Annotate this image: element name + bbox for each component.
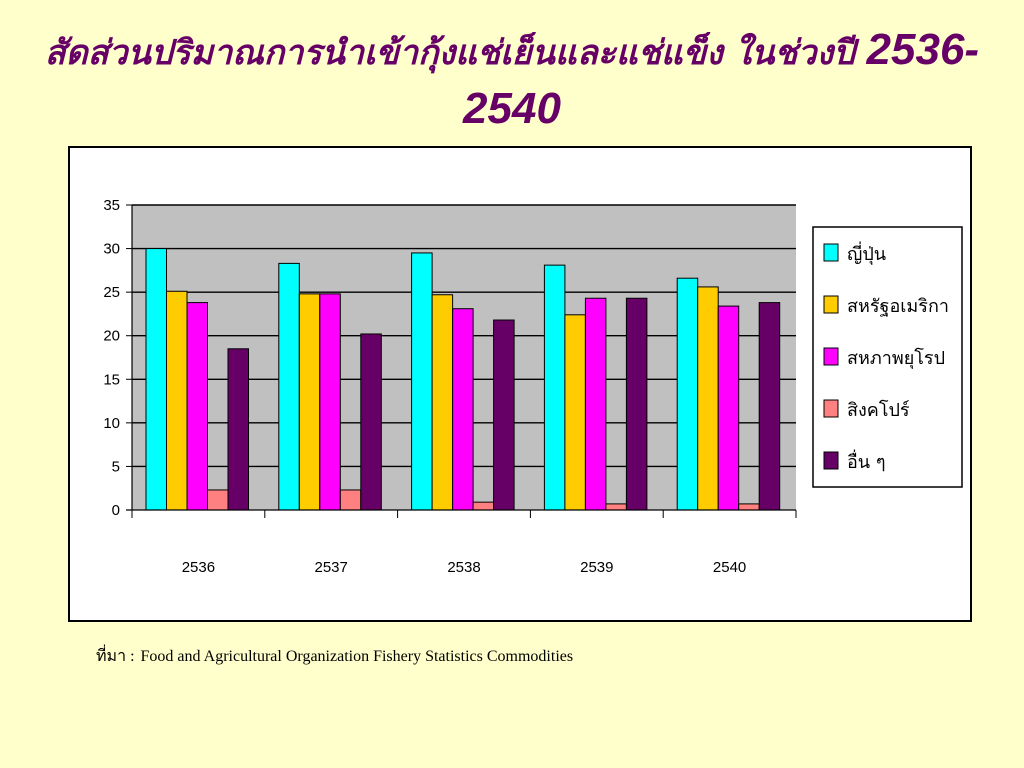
bar	[493, 319, 515, 511]
title-text: สัดส่วนปริมาณการนำเข้ากุ้งแช่เย็นและแช่แ…	[44, 33, 867, 73]
y-tick-label: 0	[112, 502, 120, 519]
y-tick-label: 35	[103, 197, 120, 214]
x-tick-label: 2537	[315, 559, 348, 576]
legend-label: สหรัฐอเมริกา	[847, 296, 949, 317]
legend-label: สิงคโปร์	[847, 399, 910, 421]
bar	[411, 252, 433, 511]
legend-label: ญี่ปุ่น	[847, 241, 886, 265]
x-tick-label: 2538	[447, 559, 480, 576]
bar	[697, 286, 719, 511]
y-tick-label: 10	[103, 415, 120, 432]
bar	[339, 489, 362, 511]
source-note: ที่มา : Food and Agricultural Organizatio…	[96, 644, 573, 669]
y-tick-label: 30	[103, 241, 120, 258]
bar	[676, 277, 699, 511]
bar	[145, 248, 167, 511]
bar	[278, 262, 300, 511]
legend-swatch	[823, 347, 839, 366]
bar	[227, 348, 249, 511]
bar	[625, 297, 648, 511]
bar	[584, 297, 607, 511]
x-tick-label: 2536	[182, 559, 215, 576]
bar-chart: 0 5 10 15 20 25 30 35 2536 2537 2538 2539 2540 ญี่ปุ่…	[103, 197, 963, 576]
y-tick-label: 25	[103, 284, 120, 301]
bar	[472, 501, 495, 511]
legend-swatch	[823, 451, 839, 470]
bar	[717, 305, 740, 511]
x-tick-label: 2539	[580, 559, 613, 576]
legend-label: อื่น ๆ	[847, 449, 886, 473]
bar	[564, 314, 586, 511]
bar	[207, 489, 229, 511]
legend-swatch	[823, 243, 839, 262]
bar	[298, 293, 321, 511]
legend-swatch	[823, 399, 839, 418]
y-tick-label: 20	[103, 328, 120, 345]
y-tick-label: 15	[103, 371, 120, 388]
chart-frame: 0 5 10 15 20 25 30 35 2536 2537 2538 2539 2540 ญี่ปุ่…	[68, 146, 972, 622]
legend-label: สหภาพยุโรป	[847, 347, 945, 369]
source-text: Food and Agricultural Organization Fishe…	[140, 648, 574, 665]
bar	[452, 308, 474, 511]
bar	[738, 503, 760, 511]
y-tick-label: 5	[112, 458, 120, 475]
bar	[319, 293, 341, 511]
title-years: 2536-2540	[463, 25, 980, 133]
bar	[605, 503, 627, 511]
page-title: สัดส่วนปริมาณการนำเข้ากุ้งแช่เย็นและแช่แ…	[40, 22, 984, 140]
source-label: ที่มา :	[96, 648, 135, 665]
legend-swatch	[823, 295, 839, 314]
bar	[166, 290, 188, 511]
bar	[543, 264, 566, 511]
bar	[360, 333, 382, 511]
bar	[431, 294, 454, 511]
x-tick-label: 2540	[713, 559, 746, 576]
bar	[758, 302, 781, 511]
bar	[186, 302, 208, 511]
